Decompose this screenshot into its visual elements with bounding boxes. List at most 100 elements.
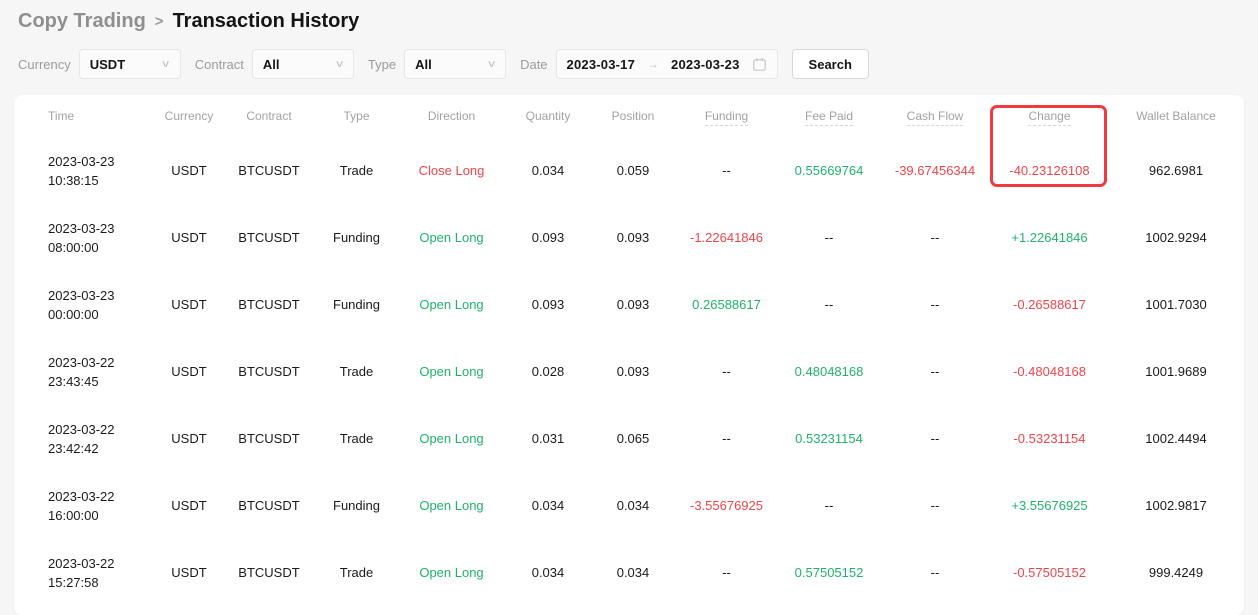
cell-funding: -1.22641846 bbox=[689, 230, 763, 245]
chevron-down-icon: ∨ bbox=[160, 58, 172, 70]
cell-change: -0.57505152 bbox=[1012, 565, 1086, 580]
contract-select[interactable]: All ∨ bbox=[251, 49, 354, 79]
column-header-type: Type bbox=[343, 109, 370, 123]
cell-cash-flow: -- bbox=[930, 297, 940, 312]
column-header-position: Position bbox=[611, 109, 655, 123]
cell-currency: USDT bbox=[171, 498, 207, 513]
table-row: 2023-03-23 10:38:15 USDT BTCUSDT Trade Cl… bbox=[14, 137, 1244, 204]
cell-fee-paid: 0.48048168 bbox=[794, 364, 864, 379]
filter-bar: Currency USDT ∨ Contract All ∨ Type All … bbox=[0, 49, 1258, 79]
cell-contract: BTCUSDT bbox=[238, 163, 300, 178]
contract-select-value: All bbox=[262, 56, 280, 72]
cell-fee-paid: 0.55669764 bbox=[794, 163, 864, 178]
cell-change: -0.53231154 bbox=[1013, 431, 1086, 446]
type-filter-label: Type bbox=[367, 56, 397, 72]
cell-type: Trade bbox=[339, 431, 374, 446]
cell-contract: BTCUSDT bbox=[238, 431, 300, 446]
cell-quantity: 0.093 bbox=[531, 297, 565, 312]
cell-contract: BTCUSDT bbox=[238, 297, 300, 312]
calendar-icon[interactable] bbox=[752, 57, 767, 72]
cell-change: -0.26588617 bbox=[1012, 297, 1086, 312]
cell-currency: USDT bbox=[171, 163, 207, 178]
cell-contract: BTCUSDT bbox=[238, 565, 300, 580]
cell-cash-flow: -- bbox=[930, 431, 940, 446]
column-header-currency: Currency bbox=[164, 109, 214, 123]
contract-filter-label: Contract bbox=[194, 56, 244, 72]
cell-wallet-balance: 962.6981 bbox=[1148, 163, 1204, 178]
cell-change: +1.22641846 bbox=[1011, 230, 1088, 245]
cell-quantity: 0.034 bbox=[531, 565, 565, 580]
cell-quantity: 0.031 bbox=[531, 431, 565, 446]
cell-fee-paid: -- bbox=[824, 297, 834, 312]
cell-wallet-balance: 1002.4494 bbox=[1145, 431, 1207, 446]
currency-select-value: USDT bbox=[89, 56, 126, 72]
cell-funding: -- bbox=[722, 364, 731, 379]
breadcrumb-copy-trading-link[interactable]: Copy Trading bbox=[18, 10, 146, 32]
cell-direction: Open Long bbox=[419, 431, 484, 446]
cell-position: 0.059 bbox=[616, 163, 650, 178]
table-row: 2023-03-22 23:42:42 USDT BTCUSDT Trade Op… bbox=[14, 405, 1244, 472]
date-to-value[interactable]: 2023-03-23 bbox=[671, 56, 740, 72]
cell-fee-paid: -- bbox=[824, 230, 834, 245]
page-title: Transaction History bbox=[172, 10, 360, 32]
cell-position: 0.093 bbox=[616, 297, 650, 312]
cell-type: Trade bbox=[339, 565, 374, 580]
cell-currency: USDT bbox=[171, 364, 207, 379]
cell-position: 0.065 bbox=[616, 431, 650, 446]
cell-wallet-balance: 999.4249 bbox=[1148, 565, 1204, 580]
cell-direction: Open Long bbox=[419, 230, 484, 245]
cell-contract: BTCUSDT bbox=[238, 364, 300, 379]
cell-time: 2023-03-22 15:27:58 bbox=[48, 555, 115, 590]
cell-contract: BTCUSDT bbox=[238, 498, 300, 513]
cell-time: 2023-03-23 08:00:00 bbox=[48, 220, 115, 255]
cell-quantity: 0.028 bbox=[531, 364, 565, 379]
type-select-value: All bbox=[415, 56, 432, 72]
chevron-down-icon: ∨ bbox=[334, 58, 345, 70]
currency-filter: Currency USDT ∨ bbox=[18, 49, 181, 79]
cell-type: Funding bbox=[333, 297, 380, 312]
column-header-cash-flow: Cash Flow bbox=[879, 95, 991, 137]
cell-fee-paid: 0.57505152 bbox=[794, 565, 864, 580]
cell-wallet-balance: 1002.9817 bbox=[1145, 498, 1207, 513]
cell-change: +3.55676925 bbox=[1011, 498, 1088, 513]
cell-currency: USDT bbox=[171, 297, 207, 312]
cell-funding: -- bbox=[722, 163, 731, 178]
table-row: 2023-03-22 16:00:00 USDT BTCUSDT Funding … bbox=[14, 472, 1244, 539]
cell-type: Funding bbox=[333, 230, 380, 245]
cell-fee-paid: -- bbox=[824, 498, 834, 513]
table-body: 2023-03-23 10:38:15 USDT BTCUSDT Trade Cl… bbox=[14, 137, 1244, 606]
transaction-table-card: Time Currency Contract Type Direction Qu… bbox=[14, 95, 1244, 615]
transaction-table: Time Currency Contract Type Direction Qu… bbox=[14, 95, 1244, 606]
cell-type: Funding bbox=[333, 498, 380, 513]
cell-quantity: 0.034 bbox=[531, 498, 565, 513]
cell-wallet-balance: 1001.7030 bbox=[1145, 297, 1207, 312]
cell-cash-flow: -- bbox=[930, 364, 940, 379]
cell-funding: -- bbox=[722, 431, 731, 446]
cell-type: Trade bbox=[339, 163, 374, 178]
breadcrumb: Copy Trading > Transaction History bbox=[0, 10, 1258, 33]
column-header-funding: Funding bbox=[674, 95, 779, 137]
date-range-picker[interactable]: 2023-03-17 → 2023-03-23 bbox=[555, 49, 778, 79]
cell-currency: USDT bbox=[171, 230, 207, 245]
cell-position: 0.034 bbox=[616, 565, 650, 580]
currency-select[interactable]: USDT ∨ bbox=[78, 49, 181, 79]
cell-change: -40.23126108 bbox=[1009, 163, 1090, 178]
chevron-down-icon: ∨ bbox=[486, 58, 497, 70]
cell-direction: Open Long bbox=[419, 565, 484, 580]
cell-time: 2023-03-22 16:00:00 bbox=[48, 488, 115, 523]
column-header-direction: Direction bbox=[427, 109, 476, 123]
cell-time: 2023-03-22 23:43:45 bbox=[48, 354, 115, 389]
date-from-value[interactable]: 2023-03-17 bbox=[566, 56, 636, 72]
cell-currency: USDT bbox=[171, 431, 207, 446]
cell-funding: -- bbox=[722, 565, 731, 580]
cell-direction: Open Long bbox=[419, 297, 484, 312]
cell-direction: Open Long bbox=[419, 498, 484, 513]
cell-funding: 0.26588617 bbox=[692, 297, 761, 312]
search-button[interactable]: Search bbox=[791, 49, 869, 79]
cell-type: Trade bbox=[339, 364, 374, 379]
cell-position: 0.093 bbox=[616, 230, 650, 245]
table-row: 2023-03-23 00:00:00 USDT BTCUSDT Funding … bbox=[14, 271, 1244, 338]
type-select[interactable]: All ∨ bbox=[404, 49, 507, 79]
table-row: 2023-03-22 23:43:45 USDT BTCUSDT Trade Op… bbox=[14, 338, 1244, 405]
column-header-change: Change bbox=[991, 95, 1108, 137]
